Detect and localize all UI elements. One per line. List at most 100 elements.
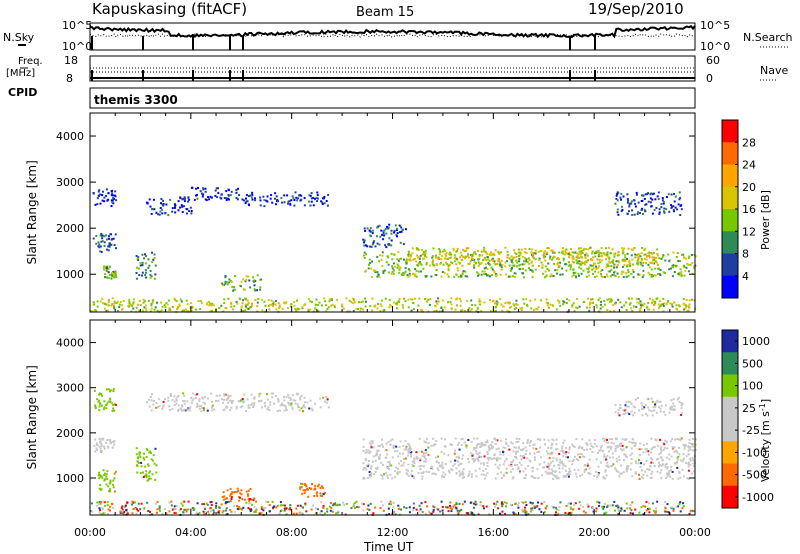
data-cell: [105, 248, 108, 251]
data-cell: [600, 259, 603, 262]
data-cell: [392, 502, 395, 504]
data-cell: [572, 271, 575, 274]
data-cell: [626, 213, 629, 215]
data-cell: [143, 458, 146, 461]
data-cell: [112, 506, 115, 509]
data-cell: [425, 441, 427, 444]
data-cell: [550, 275, 553, 277]
data-cell: [451, 262, 454, 265]
data-cell: [151, 393, 153, 396]
data-cell: [550, 468, 553, 471]
data-cell: [683, 447, 686, 450]
data-cell: [378, 458, 381, 460]
data-cell: [580, 272, 583, 275]
data-cell: [481, 444, 484, 447]
data-cell: [378, 260, 381, 263]
data-cell: [533, 308, 535, 311]
data-cell: [450, 508, 453, 511]
data-cell: [107, 508, 110, 511]
data-cell: [690, 254, 693, 256]
data-cell: [456, 509, 459, 512]
data-cell: [103, 406, 106, 409]
data-cell: [628, 265, 631, 267]
data-cell: [586, 503, 589, 506]
data-cell: [160, 309, 163, 312]
data-cell: [298, 409, 301, 412]
data-cell: [208, 198, 211, 201]
data-cell: [470, 473, 473, 476]
data-cell: [394, 224, 397, 227]
data-cell: [458, 474, 461, 477]
data-cell: [419, 254, 422, 257]
data-cell: [407, 298, 410, 301]
data-cell: [634, 406, 636, 409]
data-cell: [200, 404, 203, 407]
data-cell: [553, 255, 555, 258]
data-cell: [245, 197, 247, 200]
data-cell: [272, 392, 275, 395]
data-cell: [575, 475, 578, 478]
data-cell: [519, 454, 522, 457]
data-cell: [423, 460, 426, 463]
data-cell: [558, 464, 561, 467]
data-cell: [387, 440, 390, 443]
data-cell: [405, 228, 407, 231]
data-cell: [391, 456, 394, 459]
data-cell: [622, 271, 625, 274]
data-cell: [631, 310, 634, 313]
data-cell: [381, 254, 384, 257]
data-cell: [650, 461, 653, 464]
data-cell: [575, 256, 578, 259]
data-cell: [609, 447, 612, 450]
data-cell: [672, 266, 674, 269]
data-cell: [383, 269, 386, 272]
data-cell: [277, 302, 280, 305]
data-cell: [112, 273, 115, 276]
data-cell: [314, 197, 316, 200]
data-cell: [168, 405, 171, 408]
data-cell: [625, 470, 628, 473]
data-cell: [488, 447, 491, 450]
data-cell: [473, 264, 475, 267]
data-cell: [178, 304, 181, 307]
data-cell: [418, 261, 421, 264]
data-cell: [102, 302, 105, 304]
data-cell: [673, 192, 675, 195]
data-cell: [135, 512, 138, 515]
data-cell: [502, 446, 505, 449]
data-cell: [202, 187, 205, 190]
data-cell: [136, 257, 139, 260]
data-cell: [517, 248, 520, 251]
data-cell: [106, 445, 109, 448]
data-cell: [612, 463, 615, 466]
data-cell: [98, 243, 101, 246]
y-tick-label: 2000: [56, 427, 84, 440]
data-cell: [687, 270, 690, 273]
data-cell: [544, 276, 546, 279]
data-cell: [148, 475, 151, 478]
data-cell: [391, 270, 394, 273]
data-cell: [220, 503, 223, 506]
data-cell: [99, 484, 102, 486]
data-cell: [592, 510, 595, 513]
data-cell: [571, 251, 574, 254]
data-cell: [608, 256, 611, 259]
data-cell: [136, 465, 139, 468]
data-cell: [520, 501, 523, 503]
data-cell: [678, 272, 681, 275]
data-cell: [253, 402, 256, 405]
data-cell: [694, 443, 697, 446]
data-cell: [398, 271, 401, 274]
data-cell: [241, 405, 244, 408]
data-cell: [265, 199, 268, 202]
data-cell: [292, 197, 295, 200]
data-cell: [270, 392, 273, 395]
data-cell: [628, 303, 631, 306]
data-cell: [382, 509, 385, 512]
data-cell: [459, 251, 462, 254]
data-cell: [562, 257, 565, 260]
data-cell: [141, 261, 144, 264]
data-cell: [601, 450, 604, 453]
data-cell: [146, 449, 149, 451]
data-cell: [629, 504, 632, 506]
